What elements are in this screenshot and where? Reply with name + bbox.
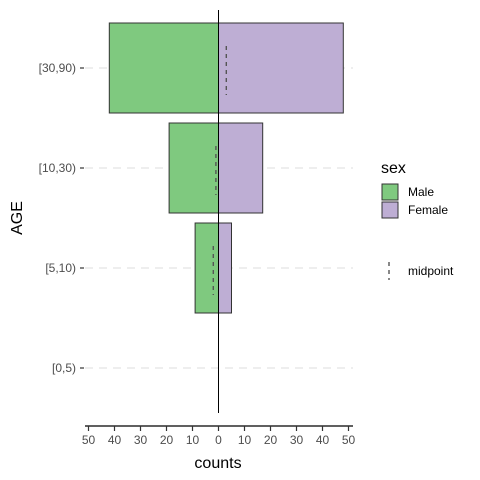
bar-female-10-30 — [218, 122, 264, 214]
legend-label-female: Female — [408, 203, 448, 217]
bar-female-5-10 — [218, 222, 232, 314]
x-tick-label: 10 — [186, 433, 200, 447]
legend-label-male: Male — [408, 185, 434, 199]
bar-male-30-90 — [108, 22, 219, 114]
x-tick-label: 0 — [215, 433, 222, 447]
y-tick-label-30-90: [30,90) — [39, 61, 76, 75]
bar-female-30-90 — [218, 22, 344, 114]
legend-label-midpoint: midpoint — [408, 264, 454, 278]
x-axis-title: counts — [194, 455, 241, 472]
x-axis: 50 40 30 20 10 0 10 20 30 40 50 — [82, 425, 356, 447]
x-tick-label: 30 — [134, 433, 148, 447]
x-tick-label: 40 — [316, 433, 330, 447]
x-tick-label: 30 — [290, 433, 304, 447]
x-tick-label: 10 — [238, 433, 252, 447]
bars — [108, 22, 344, 314]
y-axis: [0,5) [5,10) [10,30) [30,90) — [39, 61, 84, 375]
x-tick-label: 20 — [160, 433, 174, 447]
x-tick-label: 50 — [342, 433, 356, 447]
x-tick-label: 50 — [82, 433, 96, 447]
x-tick-label: 40 — [108, 433, 122, 447]
legend-title: sex — [381, 160, 406, 177]
midpoints — [212, 46, 228, 295]
y-tick-label-10-30: [10,30) — [39, 161, 76, 175]
legend-key-male — [381, 183, 399, 201]
y-tick-label-0-5: [0,5) — [52, 361, 76, 375]
bar-male-10-30 — [168, 122, 220, 214]
x-tick-label: 20 — [264, 433, 278, 447]
y-axis-title: AGE — [9, 201, 26, 235]
legend-key-female — [381, 201, 399, 219]
y-tick-label-5-10: [5,10) — [45, 261, 76, 275]
legend: sex Male Female midpoint — [381, 160, 454, 280]
bar-male-5-10 — [194, 222, 220, 314]
